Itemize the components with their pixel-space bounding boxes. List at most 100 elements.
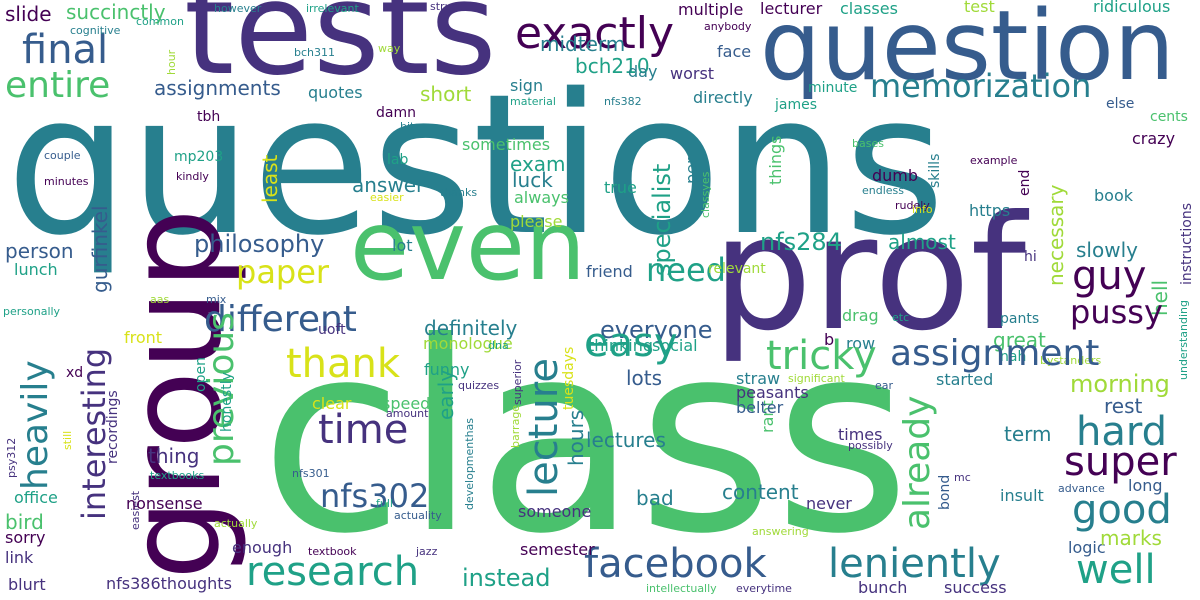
word: else bbox=[1106, 96, 1135, 112]
word: philosophy bbox=[194, 230, 325, 258]
word: tricky bbox=[766, 333, 877, 379]
word: peasants bbox=[736, 383, 809, 402]
word: pussy bbox=[1070, 293, 1163, 331]
word: b bbox=[824, 330, 835, 349]
word: term bbox=[1004, 422, 1052, 446]
word: significant bbox=[788, 372, 845, 385]
word: link bbox=[5, 548, 34, 567]
word: material bbox=[510, 95, 556, 108]
word: everyone bbox=[600, 316, 713, 344]
word: jazz bbox=[416, 545, 438, 558]
word: amount bbox=[386, 407, 429, 420]
word: example bbox=[970, 154, 1018, 167]
word: recordings bbox=[105, 390, 121, 464]
word: textbooks bbox=[150, 469, 205, 482]
word: semester bbox=[520, 540, 595, 559]
word: classyes bbox=[699, 171, 712, 218]
word: bit bbox=[400, 120, 415, 133]
word: morning bbox=[1070, 370, 1170, 398]
word: belter bbox=[736, 398, 784, 417]
word: bases bbox=[852, 137, 884, 150]
word: assignment bbox=[890, 333, 1100, 374]
word: entire bbox=[5, 65, 111, 106]
word: marks bbox=[1100, 526, 1162, 550]
word: dumb bbox=[872, 166, 919, 185]
word: sometimes bbox=[462, 135, 551, 154]
word: cognitive bbox=[70, 24, 121, 37]
word: tbh bbox=[197, 109, 221, 125]
word: instead bbox=[462, 564, 551, 592]
word: ear bbox=[875, 379, 894, 392]
word: great bbox=[993, 328, 1046, 352]
word: tuesdays bbox=[561, 346, 577, 410]
word: nfs284 bbox=[760, 228, 842, 256]
word: crazy bbox=[1132, 129, 1176, 148]
word: lots bbox=[626, 366, 663, 390]
word: barrage bbox=[509, 404, 522, 448]
word: tests bbox=[184, 0, 497, 104]
word: way bbox=[378, 42, 401, 55]
word: dna bbox=[488, 339, 509, 352]
word: always bbox=[514, 188, 569, 207]
word: drag bbox=[842, 306, 879, 325]
word: succinctly bbox=[66, 0, 166, 24]
word: bunch bbox=[858, 578, 908, 597]
word: nonsense bbox=[126, 494, 203, 513]
word: test bbox=[964, 0, 995, 16]
word: bch210 bbox=[575, 54, 650, 78]
word: structure bbox=[430, 0, 480, 13]
word: slowly bbox=[1076, 238, 1138, 262]
word: https bbox=[969, 201, 1011, 220]
word: rudely bbox=[895, 199, 930, 212]
word: etc bbox=[892, 311, 910, 324]
word: bystanders bbox=[1040, 354, 1102, 367]
word: early bbox=[434, 369, 458, 420]
word: per bbox=[682, 157, 701, 184]
word: heavily bbox=[15, 360, 56, 490]
word: full bbox=[376, 497, 393, 510]
word: straw bbox=[736, 369, 781, 388]
word: possibly bbox=[848, 439, 893, 452]
word: worst bbox=[670, 64, 715, 83]
word: ridiculous bbox=[1093, 0, 1171, 16]
word: different bbox=[204, 299, 357, 340]
word: lunch bbox=[14, 260, 58, 279]
word: day bbox=[628, 62, 658, 81]
word: long bbox=[1128, 476, 1163, 495]
word: easier bbox=[370, 191, 404, 204]
word: luck bbox=[512, 168, 553, 192]
word: actually bbox=[214, 517, 258, 530]
word: definitely bbox=[424, 316, 518, 340]
word: monologue bbox=[423, 334, 513, 353]
word: classes bbox=[840, 0, 898, 18]
word: rest bbox=[1104, 394, 1143, 418]
word: psy312 bbox=[5, 437, 18, 478]
word: exam bbox=[510, 152, 566, 176]
word: final bbox=[22, 27, 109, 73]
word: sign bbox=[510, 76, 544, 95]
word: lecture bbox=[521, 358, 567, 497]
word: mix bbox=[206, 293, 227, 306]
word: hours bbox=[564, 409, 588, 466]
word: nfs382 bbox=[604, 95, 642, 108]
word: someone bbox=[518, 502, 592, 521]
word: quotes bbox=[308, 83, 363, 102]
word: hi bbox=[1024, 249, 1037, 265]
word: paper bbox=[236, 253, 330, 291]
word: advance bbox=[1058, 482, 1105, 495]
word: super bbox=[1064, 439, 1177, 485]
word: damn bbox=[376, 105, 416, 121]
word: gurfinkel bbox=[88, 205, 112, 293]
word: already bbox=[897, 395, 938, 530]
word: funny bbox=[424, 360, 470, 379]
word: enough bbox=[232, 538, 293, 557]
word: need bbox=[646, 251, 726, 289]
word: book bbox=[1094, 186, 1133, 205]
word: answer bbox=[352, 173, 425, 197]
word: end bbox=[1017, 169, 1033, 196]
word: question bbox=[760, 0, 1175, 102]
word: lot bbox=[392, 236, 413, 255]
word: clear bbox=[312, 394, 352, 413]
word: open bbox=[193, 357, 209, 392]
word: social bbox=[652, 336, 698, 355]
